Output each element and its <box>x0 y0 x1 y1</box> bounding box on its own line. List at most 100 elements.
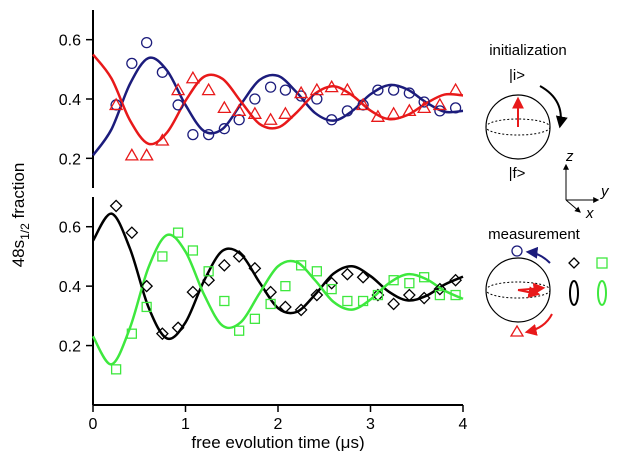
data-point <box>233 114 245 126</box>
data-point <box>202 273 216 287</box>
data-point <box>340 267 354 281</box>
data-point <box>186 285 200 299</box>
label-initialization: initialization <box>489 42 567 59</box>
data-point <box>325 114 338 126</box>
y-axis-label: 48s1/2 fraction <box>9 163 32 268</box>
equator <box>485 118 551 136</box>
x-tick-label: 4 <box>459 416 468 433</box>
data-point <box>249 313 261 324</box>
data-point <box>171 321 185 335</box>
rotation-loop <box>569 280 579 306</box>
data-point <box>418 272 430 283</box>
label-y: y <box>600 183 610 200</box>
y-tick-label: 0.6 <box>59 220 81 237</box>
data-point <box>295 260 307 271</box>
y-tick-label: 0.2 <box>59 151 81 168</box>
x-axis-label: free evolution time (μs) <box>191 433 364 451</box>
data-point <box>433 282 447 296</box>
rotation-loop <box>597 280 607 306</box>
fit-line <box>92 53 464 146</box>
data-point <box>370 109 386 122</box>
data-point <box>403 87 416 99</box>
data-point <box>249 93 261 105</box>
x-tick-label: 3 <box>366 416 375 433</box>
data-point <box>139 148 154 161</box>
fit-line <box>91 233 464 366</box>
data-point <box>325 276 339 290</box>
data-point <box>355 97 371 111</box>
data-point <box>387 297 401 311</box>
data-point <box>187 245 199 256</box>
data-point <box>449 273 463 287</box>
data-point <box>110 364 122 375</box>
data-point <box>172 227 184 238</box>
data-point <box>279 84 292 96</box>
data-point <box>203 266 214 277</box>
data-point <box>278 300 292 314</box>
data-point <box>109 97 124 111</box>
data-point <box>357 295 369 307</box>
y-tick-label: 0.6 <box>59 33 81 50</box>
data-point <box>217 100 232 114</box>
label-initial-state: |i> <box>509 67 525 84</box>
icon-triangle <box>509 324 525 337</box>
data-point <box>170 82 186 96</box>
equator <box>485 281 551 299</box>
data-point <box>172 99 184 111</box>
data-point <box>202 128 215 141</box>
data-point <box>417 291 431 305</box>
data-point <box>265 298 276 310</box>
data-point <box>185 70 201 84</box>
data-point <box>124 148 139 161</box>
data-point <box>324 79 339 93</box>
x-tick-label: 2 <box>274 416 283 433</box>
data-point <box>280 280 291 292</box>
data-point <box>326 283 337 295</box>
y-label-sub: 1/2 <box>18 223 32 240</box>
fit-line <box>91 56 464 157</box>
data-point <box>126 328 137 339</box>
data-point <box>341 105 354 117</box>
data-point <box>434 105 446 117</box>
data-point <box>126 57 138 70</box>
icon-circle <box>511 245 523 257</box>
data-point <box>311 93 323 105</box>
data-point <box>372 84 384 96</box>
data-point <box>372 289 384 301</box>
data-point <box>402 103 417 117</box>
data-point <box>418 96 430 108</box>
data-point <box>248 261 262 275</box>
fit-line <box>91 212 464 341</box>
y-label-main: 48s <box>9 240 28 267</box>
data-point <box>247 106 262 119</box>
rotation-arrow <box>524 313 553 336</box>
data-point <box>232 250 246 263</box>
data-point <box>156 66 169 78</box>
data-point <box>187 128 199 141</box>
data-point <box>386 106 401 119</box>
icon-square <box>596 257 608 269</box>
icon-diamond <box>568 257 580 269</box>
y-tick-label: 0.4 <box>59 279 81 296</box>
data-point <box>155 327 169 341</box>
data-point <box>125 226 139 240</box>
rotation-arrow <box>525 246 551 264</box>
data-point <box>140 279 154 293</box>
label-measurement: measurement <box>488 226 581 243</box>
data-point <box>449 102 462 114</box>
data-point <box>278 106 293 119</box>
x-tick-label: 0 <box>89 416 98 433</box>
data-point <box>434 289 446 301</box>
x-axis <box>565 199 581 213</box>
data-point <box>219 295 230 307</box>
data-point <box>387 84 400 96</box>
data-point <box>140 36 153 49</box>
schematic: initialization |i> |f> z y x measurement <box>485 42 610 337</box>
data-point <box>141 301 152 313</box>
data-point <box>264 285 278 299</box>
data-point <box>155 133 170 146</box>
data-point <box>342 295 353 307</box>
data-point <box>264 81 277 93</box>
label-final-state: |f> <box>509 165 526 182</box>
